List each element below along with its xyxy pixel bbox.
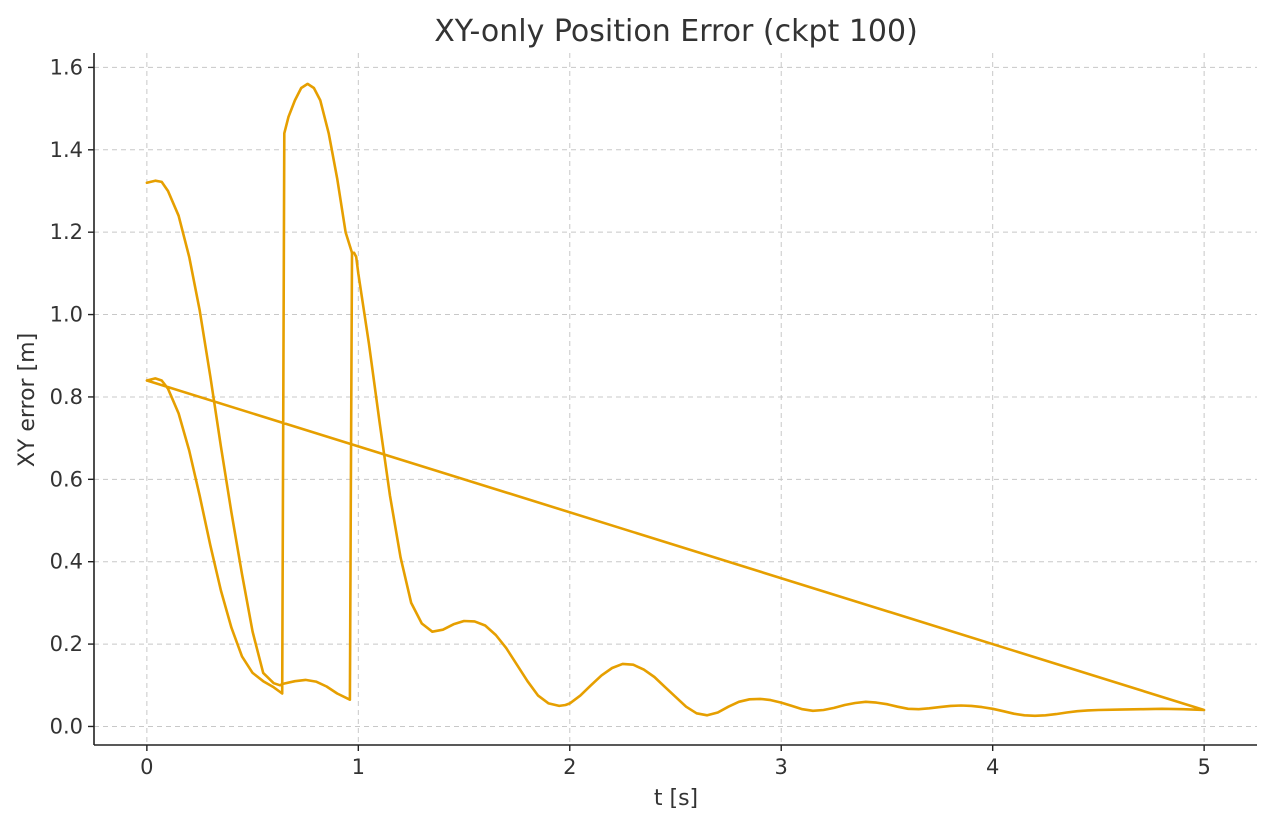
series-line-2: [145, 179, 354, 701]
y-axis-label: XY error [m]: [15, 333, 40, 467]
series-layer: [145, 82, 1206, 718]
x-tick-label: 0: [140, 755, 153, 779]
y-tick-label: 1.6: [50, 55, 83, 79]
y-tick-label: 0.4: [50, 550, 83, 574]
x-tick-label: 2: [563, 755, 576, 779]
x-axis-label: t [s]: [654, 786, 698, 811]
y-tick-label: 0.8: [50, 385, 83, 409]
x-tick-label: 5: [1197, 755, 1210, 779]
y-tick-label: 1.2: [50, 220, 83, 244]
grid: [94, 53, 1257, 745]
ticks: 0 1 2 3 4 5 0.0 0.2 0.4 0.6 0.8 1.0 1.2 1.4 1.6: [50, 55, 1211, 779]
x-tick-label: 4: [986, 755, 999, 779]
x-tick-label: 1: [352, 755, 365, 779]
series-line-1: [145, 82, 1206, 718]
y-tick-label: 1.0: [50, 303, 83, 327]
y-tick-label: 0.2: [50, 632, 83, 656]
y-tick-label: 1.4: [50, 138, 83, 162]
y-tick-label: 0.0: [50, 714, 83, 738]
y-tick-label: 0.6: [50, 467, 83, 491]
x-tick-label: 3: [775, 755, 788, 779]
axes: [93, 53, 1257, 746]
chart-title: XY-only Position Error (ckpt 100): [434, 14, 918, 49]
